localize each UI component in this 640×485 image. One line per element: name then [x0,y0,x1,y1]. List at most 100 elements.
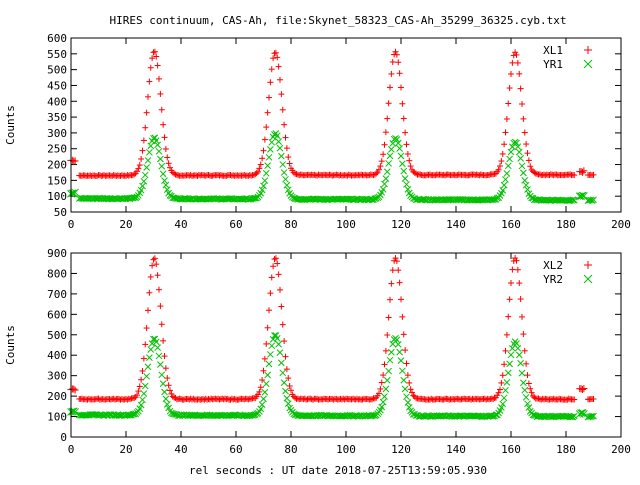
data-point [514,344,522,352]
data-point [241,172,248,179]
legend-entry: XL1 [543,44,563,57]
data-point [292,394,299,401]
data-point [503,170,511,177]
data-point [139,147,146,154]
data-point [283,366,290,373]
data-point [506,296,513,303]
data-point [373,170,380,177]
data-point [158,106,165,113]
data-point [442,172,448,179]
data-point [509,59,516,66]
data-point [401,385,409,393]
y-tick-label: 100 [47,411,67,424]
y-tick-label: 300 [47,370,67,383]
data-point [409,389,415,396]
data-point [376,390,382,397]
data-point [139,367,146,374]
data-point [569,196,577,204]
cal-point [71,386,79,394]
data-point [180,411,188,419]
data-point [517,296,524,303]
data-point [519,313,525,320]
data-point [371,395,378,402]
data-point [165,160,172,167]
data-point [278,303,285,310]
y-axis-label: Counts [4,105,17,145]
data-point [509,345,516,352]
data-point [262,380,270,388]
data-point [274,54,281,61]
data-point [266,94,272,101]
data-point [501,361,508,368]
data-point [231,395,238,402]
data-point [398,84,404,91]
data-point [286,160,293,167]
data-point [513,51,520,58]
data-point [162,181,170,189]
data-point [497,386,503,393]
data-point [274,260,281,267]
data-point [267,290,274,297]
data-point [209,172,216,179]
data-point [499,186,507,194]
data-point [138,376,145,383]
data-point [393,136,401,143]
data-point [136,405,144,412]
data-point [379,398,387,406]
data-point [142,341,149,348]
data-point [165,382,172,389]
data-point [387,84,393,91]
series-XL2 [67,255,597,403]
data-point [389,58,396,65]
data-point [402,129,409,136]
data-point [381,180,388,188]
x-tick-label: 20 [119,443,132,456]
data-point [278,152,285,160]
data-point [567,171,574,178]
data-point [388,348,395,356]
data-point [146,354,153,361]
data-point [380,372,387,379]
data-point [495,389,502,396]
top-plot: 0 20 40 60 80 100 120 140 160 180 200 50 100 150 200 25… [4,32,631,231]
data-point [155,352,163,360]
data-point [521,386,529,394]
data-point [570,196,578,204]
data-point [402,347,409,354]
data-point [385,314,392,321]
data-point [488,412,496,420]
data-point [400,167,408,175]
data-point [270,263,277,270]
data-point [257,405,265,413]
cal-point [71,408,79,416]
data-point [528,389,535,396]
data-point [158,321,165,328]
data-point [282,175,289,183]
data-point [142,124,149,131]
data-point [399,367,406,375]
data-point [261,388,269,396]
data-point [456,195,464,203]
y-tick-label: 500 [47,329,67,342]
data-point [148,340,156,347]
y-tick-label: 700 [47,288,67,301]
y-tick-label: 800 [47,267,67,280]
data-point [399,313,406,320]
data-point [438,412,446,419]
data-point [205,171,212,178]
data-point [112,396,118,403]
data-point [440,396,447,403]
data-point [263,340,270,347]
data-point [168,390,175,397]
data-point [397,357,405,364]
x-tick-label: 100 [336,443,356,456]
data-point [506,155,513,163]
data-point [502,386,509,394]
data-point [271,256,278,263]
data-point [513,257,520,264]
data-point [190,395,197,402]
data-point [131,394,138,401]
y-tick-label: 200 [47,159,67,172]
data-point [514,59,521,66]
legend-entry: XL2 [543,259,563,272]
